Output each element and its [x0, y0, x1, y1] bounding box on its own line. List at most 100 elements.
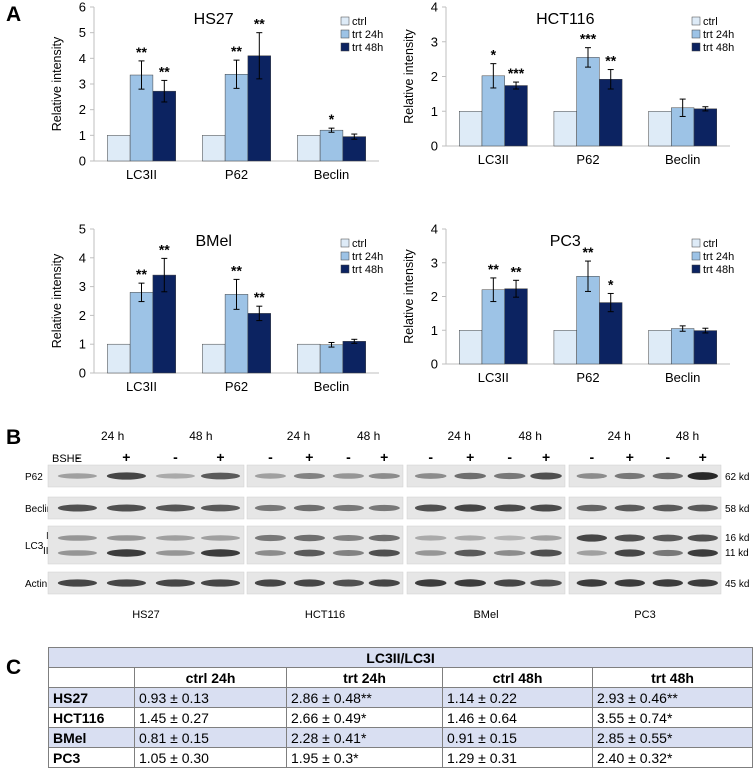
- legend-label: trt 24h: [352, 251, 383, 263]
- blot-band: [293, 473, 325, 479]
- blot-band: [614, 549, 645, 557]
- time-label: 24 h: [101, 429, 124, 443]
- legend-swatch: [340, 16, 350, 26]
- legend-label: trt 48h: [703, 42, 734, 54]
- significance-label: *: [329, 111, 335, 127]
- significance-label: **: [159, 63, 170, 79]
- blot-band: [200, 472, 241, 480]
- bar: [648, 111, 672, 147]
- table-cell: 0.91 ± 0.15: [442, 727, 593, 748]
- y-tick-label: 0: [79, 154, 86, 169]
- table-row: HCT116 1.45 ± 0.27 2.66 ± 0.49* 1.46 ± 0…: [48, 707, 754, 728]
- bar: [553, 330, 577, 365]
- blot-band: [454, 535, 487, 541]
- blot-band: [414, 535, 447, 541]
- time-label: 24 h: [287, 429, 310, 443]
- y-tick-label: 4: [431, 0, 438, 15]
- blot-band: [530, 504, 562, 512]
- blot-band: [106, 535, 146, 541]
- y-tick-label: 4: [79, 51, 86, 66]
- blot-strip: [568, 464, 722, 488]
- legend-swatch: [340, 238, 350, 248]
- blot-band: [687, 549, 718, 557]
- size-label: 16 kd: [725, 533, 749, 544]
- legend-swatch: [691, 16, 701, 26]
- significance-label: **: [583, 244, 594, 260]
- blot-strip: [47, 525, 245, 565]
- table-cell: 1.95 ± 0.3*: [286, 747, 443, 768]
- blot-strip: [246, 464, 404, 488]
- legend-label: ctrl: [703, 238, 718, 250]
- row-label: HS27: [48, 687, 135, 708]
- legend-label: trt 24h: [703, 251, 734, 263]
- blot-band: [493, 579, 526, 587]
- table-cell: 1.29 ± 0.31: [442, 747, 593, 768]
- significance-label: *: [491, 47, 497, 63]
- table-cell: 2.28 ± 0.41*: [286, 727, 443, 748]
- lc3-ratio-table: LC3II/LC3I ctrl 24h trt 24h ctrl 48h trt…: [47, 647, 754, 768]
- panel-label-a: A: [6, 3, 22, 26]
- bar: [648, 330, 672, 365]
- lane-sign: -: [589, 449, 594, 465]
- time-label: 24 h: [607, 429, 630, 443]
- lane-sign: -: [75, 449, 80, 465]
- significance-label: **: [136, 266, 147, 282]
- blot-strip: [246, 496, 404, 520]
- blot-band: [155, 579, 195, 587]
- x-tick-label: LC3II: [478, 152, 509, 167]
- y-tick-label: 2: [431, 69, 438, 84]
- blot-band: [614, 472, 645, 480]
- table-row: HS27 0.93 ± 0.13 2.86 ± 0.48** 1.14 ± 0.…: [48, 687, 754, 708]
- blot-band: [414, 504, 447, 512]
- lane-sign: -: [173, 449, 178, 465]
- blot-band: [254, 504, 286, 512]
- x-tick-label: LC3II: [478, 370, 509, 385]
- blot-row-label: Beclin: [25, 504, 52, 515]
- lane-sign: +: [216, 449, 224, 465]
- legend-swatch: [340, 264, 350, 274]
- y-tick-label: 4: [431, 222, 438, 237]
- blot-band: [652, 534, 683, 542]
- blot-band: [493, 472, 526, 480]
- significance-label: **: [231, 43, 242, 59]
- significance-label: ***: [580, 31, 597, 47]
- blot-band: [254, 579, 286, 587]
- blot-band: [414, 550, 447, 556]
- table-row: BMel 0.81 ± 0.15 2.28 ± 0.41* 0.91 ± 0.1…: [48, 727, 754, 748]
- blot-band: [652, 504, 683, 512]
- lane-sign: -: [428, 449, 433, 465]
- blot-band: [254, 550, 286, 556]
- bar: [319, 129, 344, 162]
- table-cell: 2.93 ± 0.46**: [591, 687, 754, 708]
- significance-label: ***: [508, 65, 525, 81]
- chart-title: PC3: [550, 233, 581, 250]
- blot-band: [687, 472, 718, 480]
- blot-band: [576, 550, 607, 556]
- table-cell: 2.66 ± 0.49*: [286, 707, 443, 728]
- blot-band: [493, 535, 526, 541]
- bar: [504, 288, 528, 365]
- blot-strip: [246, 525, 404, 565]
- y-tick-label: 1: [431, 104, 438, 119]
- x-tick-label: LC3II: [126, 379, 157, 394]
- cell-line-label: BMel: [473, 609, 498, 621]
- blot-strip: [568, 571, 722, 595]
- significance-label: **: [511, 263, 522, 279]
- significance-label: *: [608, 276, 614, 292]
- bar: [459, 330, 483, 365]
- table-header-corner: [48, 667, 135, 688]
- significance-label: **: [231, 262, 242, 278]
- x-tick-label: LC3II: [126, 167, 157, 182]
- chart-title: BMel: [195, 233, 231, 250]
- bar: [297, 343, 321, 374]
- legend-label: trt 48h: [352, 264, 383, 276]
- y-axis-label: Relative intensity: [402, 249, 416, 344]
- size-label: 58 kd: [725, 504, 749, 515]
- significance-label: **: [605, 53, 616, 69]
- blot-band: [576, 579, 607, 587]
- blot-band: [155, 504, 195, 512]
- legend-swatch: [691, 29, 701, 39]
- blot-panel-hs27: 24 h 48 h- + - +HS27: [47, 429, 245, 621]
- lane-sign: +: [380, 449, 388, 465]
